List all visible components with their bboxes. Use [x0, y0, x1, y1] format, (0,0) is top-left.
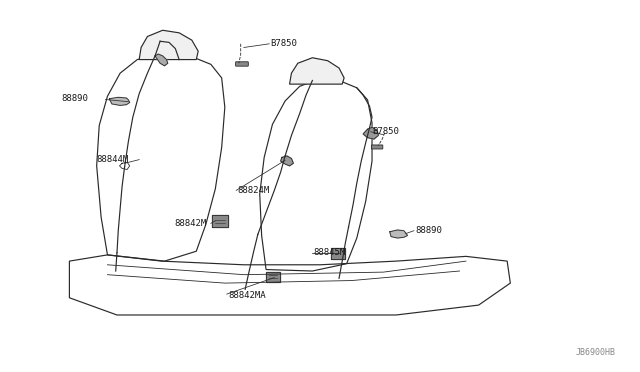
Text: 88844M: 88844M	[97, 155, 129, 164]
Polygon shape	[212, 215, 228, 227]
Text: B7850: B7850	[372, 127, 399, 136]
Polygon shape	[139, 30, 198, 60]
Text: 88842M: 88842M	[174, 219, 206, 228]
Text: B7850: B7850	[271, 39, 298, 48]
FancyBboxPatch shape	[371, 145, 383, 149]
Polygon shape	[109, 97, 130, 105]
FancyBboxPatch shape	[236, 62, 248, 66]
Text: 88824M: 88824M	[237, 186, 270, 195]
Text: 88842MA: 88842MA	[228, 291, 266, 300]
Text: JB6900HB: JB6900HB	[575, 349, 615, 357]
Polygon shape	[281, 156, 293, 166]
Polygon shape	[289, 58, 344, 84]
Polygon shape	[332, 248, 346, 259]
Text: 88890: 88890	[61, 94, 88, 103]
Polygon shape	[390, 230, 408, 238]
Text: 88890: 88890	[415, 226, 442, 235]
Text: 88845M: 88845M	[314, 248, 346, 257]
Polygon shape	[155, 54, 168, 66]
Polygon shape	[363, 127, 378, 139]
Polygon shape	[266, 272, 280, 282]
